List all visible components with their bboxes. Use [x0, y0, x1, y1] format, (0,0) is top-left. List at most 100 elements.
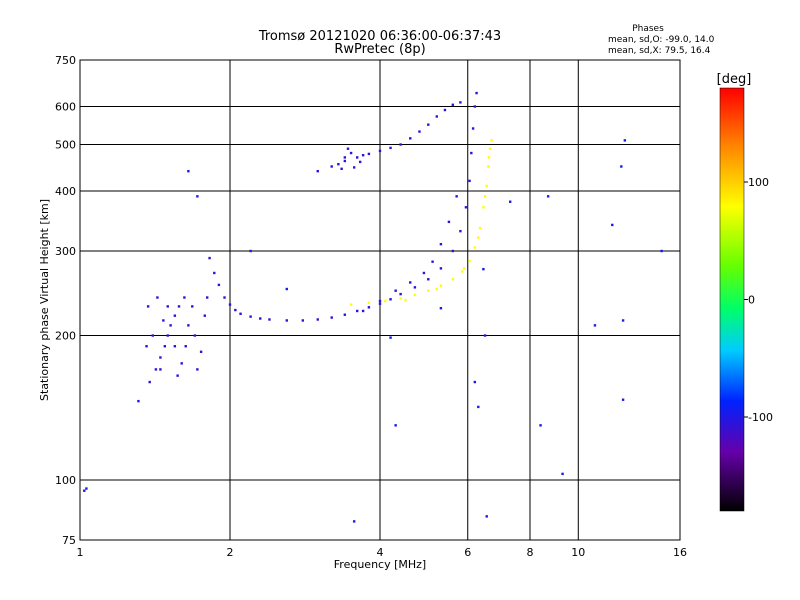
axis-ticks: 1 2 4 6 8 10 16 75 100 200 300 400 500 600 750 [55, 54, 687, 559]
colorbar-tick-label: 0 [748, 294, 755, 307]
phase-header: Phases [632, 24, 664, 34]
data-point-o [268, 318, 271, 321]
data-point-o [159, 356, 162, 359]
data-point-noise [621, 319, 625, 322]
data-point-x [482, 206, 485, 209]
data-point-o [435, 115, 438, 118]
data-point-x [367, 301, 371, 305]
data-point-x [483, 195, 487, 198]
data-point-o [173, 314, 177, 317]
data-point-o [349, 151, 353, 155]
data-point-o [389, 146, 392, 150]
x-tick-label: 1 [77, 546, 84, 559]
data-point-o [352, 166, 356, 169]
data-point-x [435, 287, 438, 291]
data-point-o [196, 368, 199, 371]
x-tick-label: 4 [377, 546, 384, 559]
x-tick-label: 6 [464, 546, 471, 559]
phase-stats-x: mean, sd,X: 79.5, 16.4 [608, 46, 711, 56]
data-point-o [180, 362, 183, 365]
phase-stats-o: mean, sd,O: -99.0, 14.0 [608, 35, 715, 45]
data-point-o [459, 229, 462, 233]
data-point-o [301, 319, 305, 322]
data-point-o [176, 374, 179, 377]
data-point-o [464, 206, 468, 209]
data-point-noise [477, 405, 480, 409]
data-point-o [205, 296, 209, 299]
data-point-o [191, 305, 194, 308]
data-point-noise [439, 307, 443, 310]
data-point-o [162, 319, 165, 322]
data-point-noise [593, 324, 597, 327]
data-point-o [217, 283, 221, 287]
data-point-o [378, 299, 382, 303]
data-point-x [461, 270, 464, 273]
data-point-o [346, 147, 350, 150]
data-point-o [455, 195, 458, 198]
data-point-o [156, 296, 159, 299]
data-point-o [459, 101, 462, 104]
data-point-noise [539, 424, 542, 427]
colorbar-unit: [deg] [717, 72, 752, 87]
data-point-noise [285, 287, 288, 291]
data-point-o [378, 149, 382, 153]
data-point-o [470, 151, 473, 155]
y-tick-label: 300 [55, 245, 76, 258]
data-point-x [439, 284, 443, 287]
data-point-o [234, 308, 237, 312]
data-point-o [146, 305, 150, 308]
data-point-o [343, 313, 347, 316]
data-point-o [399, 292, 402, 296]
data-point-o [409, 281, 412, 284]
data-point-o [203, 314, 206, 317]
data-point-o [285, 319, 288, 322]
data-point-noise [394, 424, 397, 427]
y-tick-label: 750 [55, 54, 76, 67]
data-point-o [337, 162, 340, 166]
data-point-o [316, 169, 319, 173]
data-point-o [169, 324, 172, 327]
data-point-o [361, 309, 365, 313]
data-point-o [193, 334, 197, 337]
data-point-o [199, 350, 203, 353]
data-point-o [451, 249, 455, 253]
data-point-x [349, 303, 353, 306]
x-axis-label: Frequency [MHz] [334, 558, 426, 571]
data-point-o [394, 289, 397, 292]
data-point-o [431, 260, 434, 263]
data-point-noise [137, 399, 140, 403]
data-point-o [159, 368, 162, 371]
data-point-o [367, 306, 371, 309]
data-point-o [399, 143, 402, 146]
data-point-noise [187, 169, 190, 173]
data-point-noise [483, 334, 487, 337]
data-point-noise [83, 489, 86, 492]
data-point-x [487, 156, 491, 159]
data-point-x [399, 297, 402, 300]
data-point-o [228, 303, 232, 306]
data-point-noise [352, 520, 356, 523]
data-point-o [343, 156, 347, 159]
x-tick-label: 10 [571, 546, 585, 559]
data-point-noise [485, 515, 488, 518]
data-point-o [166, 334, 169, 337]
x-tick-label: 16 [673, 546, 687, 559]
data-point-noise [389, 336, 392, 339]
data-point-o [166, 305, 169, 308]
data-point-noise [473, 380, 477, 384]
data-point-o [343, 159, 347, 163]
data-point-x [384, 299, 387, 303]
data-point-o [367, 152, 371, 156]
data-point-o [223, 296, 226, 299]
data-point-x [462, 267, 466, 270]
chart-title: Tromsø 20121020 06:36:00-06:37:43 [258, 29, 501, 44]
data-point-x [485, 184, 488, 188]
y-tick-label: 400 [55, 185, 76, 198]
data-point-noise [196, 195, 199, 198]
data-point-o [439, 267, 443, 270]
data-point-o [389, 298, 392, 301]
data-point-o [340, 167, 343, 171]
data-point-x [451, 278, 455, 281]
data-point-o [187, 324, 190, 327]
